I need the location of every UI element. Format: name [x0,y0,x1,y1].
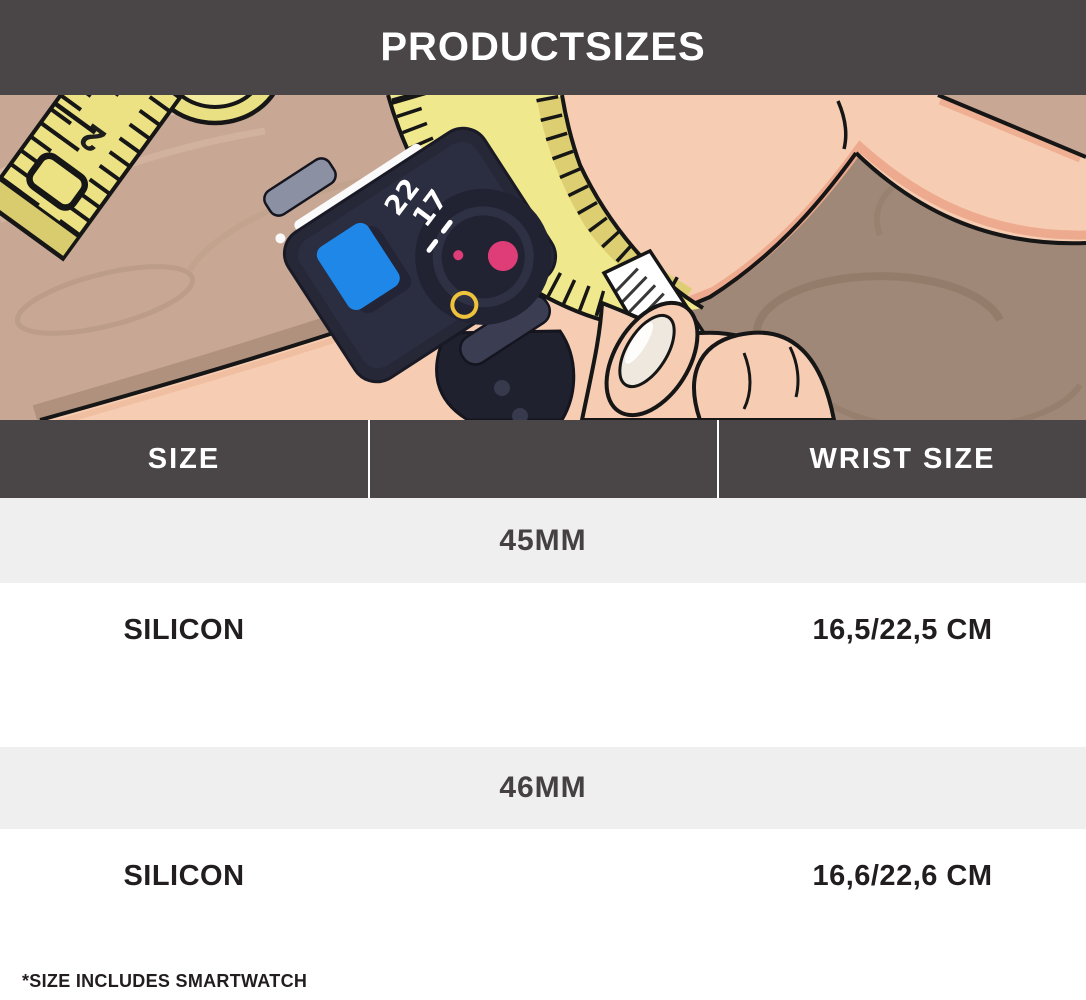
empty-cell [368,829,719,1000]
size-group-header-46mm: 46MM [0,747,1086,829]
empty-cell [368,583,719,747]
watch-body: 22 17 [275,126,558,384]
watch-side-button [263,157,337,217]
index-finger [692,330,837,420]
size-group-header-45mm: 45MM [0,498,1086,583]
size-footnote: *SIZE INCLUDES SMARTWATCH [22,971,308,991]
smartwatch: 22 17 [263,126,576,420]
wrist-size-cell: 16,5/22,5 CM [812,614,993,646]
watch-app-tile [316,222,400,310]
column-header-size: SIZE [147,442,221,475]
column-header-wrist-size: WRIST SIZE [809,442,996,475]
pinching-hand [579,300,837,420]
page-title: PRODUCTSIZES [380,25,706,69]
thumb-nail [618,313,676,389]
watch-yellow-ring [450,290,479,319]
wrist-measurement-graphic: 2 [0,95,1086,420]
table-row-45mm-silicon: SILICON 16,5/22,5 CM [0,583,1086,747]
material-cell: SILICON [123,860,245,892]
title-bar: PRODUCTSIZES [0,0,1086,95]
tape-end-piece: 2 [0,95,204,262]
size-table: SIZE WRIST SIZE 45MM SILICON 16,5/22,5 C… [0,420,1086,1000]
wrist-size-cell: 16,6/22,6 CM [812,860,993,892]
table-row-46mm-silicon: SILICON 16,6/22,6 CM [0,829,1086,1000]
column-header-middle [368,420,719,498]
tape-coil [154,95,276,126]
hand-and-arm-upper [370,95,1086,325]
skin-crease-line [836,100,848,150]
material-cell: SILICON [123,614,245,646]
tape-zero-mark [26,152,89,211]
table-header-row: SIZE WRIST SIZE [0,420,1086,498]
wrist-measurement-illustration: 2 [0,95,1086,420]
